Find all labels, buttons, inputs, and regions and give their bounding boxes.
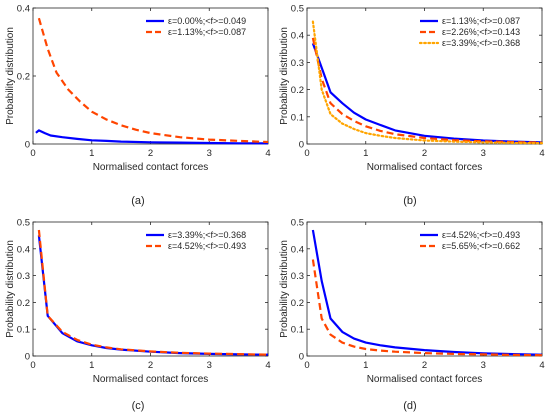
- legend-label: ε=1.13%;<f>=0.087: [442, 16, 520, 26]
- y-axis-label: Probability distribution: [5, 240, 16, 338]
- y-tick-label: 0.3: [17, 271, 30, 282]
- y-tick-label: 0: [25, 352, 30, 363]
- x-tick-label: 1: [363, 148, 368, 159]
- legend-label: ε=3.39%;<f>=0.368: [168, 230, 246, 240]
- x-tick-label: 2: [148, 148, 153, 159]
- legend-label: ε=4.52%;<f>=0.493: [442, 230, 520, 240]
- y-tick-label: 0.4: [291, 244, 304, 255]
- y-tick-label: 0.3: [291, 271, 304, 282]
- x-axis-label: Normalised contact forces: [367, 162, 483, 173]
- y-tick-label: 0.4: [291, 31, 304, 42]
- x-tick-label: 1: [89, 360, 94, 371]
- series-line-2: [311, 37, 543, 144]
- legend-label: ε=5.65%;<f>=0.662: [442, 241, 520, 251]
- y-tick-label: 0.3: [291, 58, 304, 69]
- x-tick-label: 2: [422, 360, 427, 371]
- panel-d: 0 1 2 3 4 0 0.1 0.2 0.3 0.4 0.5 Normalised contact …: [279, 218, 545, 413]
- x-tick-label: 0: [30, 360, 35, 371]
- x-tick-label: 4: [265, 148, 270, 159]
- series-line-2: [37, 17, 269, 144]
- panel-b: 0 1 2 3 4 0 0.1 0.2 0.3 0.4 0.5 Normalised contact …: [279, 4, 545, 208]
- x-tick-label: 0: [304, 360, 309, 371]
- x-tick-label: 2: [422, 148, 427, 159]
- x-tick-label: 1: [363, 360, 368, 371]
- legend-label: ε=0.00%;<f>=0.049: [168, 16, 246, 26]
- y-tick-label: 0.4: [17, 244, 30, 255]
- y-tick-label: 0: [299, 140, 304, 151]
- y-axis-label: Probability distribution: [279, 240, 290, 338]
- axes-box: [306, 7, 543, 145]
- legend-label: ε=1.13%;<f>=0.087: [168, 27, 246, 37]
- series-line-3: [311, 20, 544, 145]
- x-axis-label: Normalised contact forces: [93, 374, 209, 385]
- y-tick-label: 0.1: [17, 325, 30, 336]
- y-tick-label: 0.2: [17, 72, 30, 83]
- panel-caption: (b): [403, 195, 416, 207]
- series-line-2: [37, 229, 269, 356]
- y-tick-label: 0.2: [291, 85, 304, 96]
- y-tick-label: 0: [299, 352, 304, 363]
- axes-box: [32, 221, 269, 357]
- series-line-1: [311, 43, 543, 144]
- y-tick-label: 0.1: [291, 325, 304, 336]
- y-tick-label: 0.1: [291, 112, 304, 123]
- x-axis-label: Normalised contact forces: [367, 374, 483, 385]
- legend-label: ε=3.39%;<f>=0.368: [442, 38, 520, 48]
- x-tick-label: 3: [481, 360, 486, 371]
- y-tick-label: 0.2: [17, 298, 30, 309]
- y-tick-label: 0.2: [291, 298, 304, 309]
- y-tick-label: 0: [25, 140, 30, 151]
- y-tick-label: 0.4: [17, 4, 30, 15]
- x-tick-label: 3: [207, 360, 212, 371]
- x-tick-label: 2: [148, 360, 153, 371]
- panel-a: 0 1 2 3 4 0 0.2 0.4 Normalised contact forces Pro…: [5, 4, 271, 208]
- x-tick-label: 4: [265, 360, 270, 371]
- legend-label: ε=2.26%;<f>=0.143: [442, 27, 520, 37]
- y-tick-label: 0.5: [291, 218, 304, 229]
- x-tick-label: 4: [539, 148, 544, 159]
- series-line-2: [311, 259, 543, 357]
- x-axis-label: Normalised contact forces: [93, 162, 209, 173]
- x-tick-label: 3: [207, 148, 212, 159]
- x-tick-label: 1: [89, 148, 94, 159]
- x-tick-label: 4: [539, 360, 544, 371]
- panel-caption: (c): [132, 400, 145, 412]
- y-tick-label: 0.5: [17, 218, 30, 229]
- panel-c: 0 1 2 3 4 0 0.1 0.2 0.3 0.4 0.5 Normalised contact …: [5, 218, 271, 413]
- x-tick-label: 0: [30, 148, 35, 159]
- y-axis-label: Probability distribution: [279, 27, 290, 125]
- panel-caption: (a): [131, 195, 144, 207]
- legend-label: ε=4.52%;<f>=0.493: [168, 241, 246, 251]
- x-tick-label: 0: [304, 148, 309, 159]
- series-line-1: [35, 129, 268, 145]
- axes-box: [32, 7, 269, 145]
- y-axis-label: Probability distribution: [5, 27, 16, 125]
- x-tick-label: 3: [481, 148, 486, 159]
- y-tick-label: 0.5: [291, 4, 304, 15]
- panel-caption: (d): [403, 400, 416, 412]
